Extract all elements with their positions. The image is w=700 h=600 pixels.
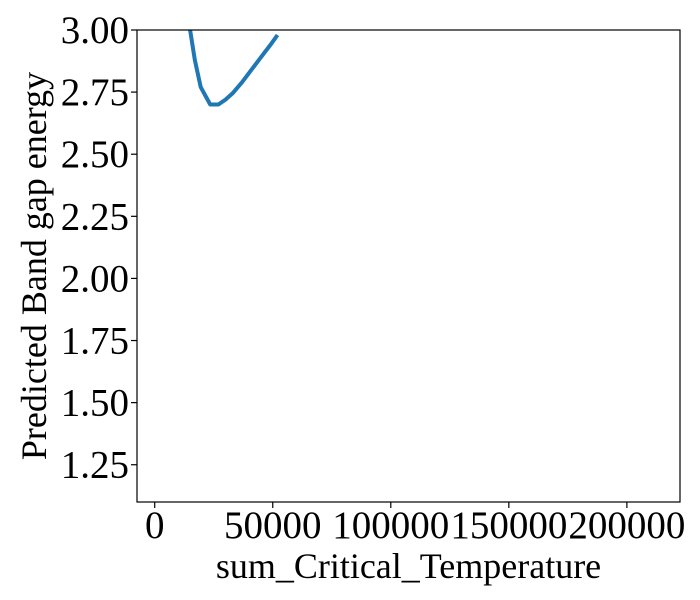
plot-area-frame [136, 29, 681, 503]
y-tick-label: 2.50 [61, 133, 129, 176]
x-tick-label: 150000 [450, 504, 567, 547]
x-tick-label: 200000 [568, 504, 685, 547]
series-line-0 [188, 30, 280, 107]
y-tick-label: 3.00 [61, 9, 129, 52]
y-tick-label: 2.25 [61, 195, 129, 238]
x-tick-label: 50000 [224, 504, 322, 547]
x-axis-label: sum_Critical_Temperature [216, 546, 601, 586]
y-tick-label: 1.25 [61, 444, 129, 487]
x-tick-label: 0 [145, 504, 165, 547]
y-tick-label: 2.75 [61, 71, 129, 114]
y-axis-label: Predicted Band gap energy [14, 72, 54, 460]
x-tick-label: 100000 [332, 504, 449, 547]
y-tick-label: 2.00 [61, 257, 129, 300]
y-tick-label: 1.75 [61, 320, 129, 363]
y-tick-label: 1.50 [61, 382, 129, 425]
